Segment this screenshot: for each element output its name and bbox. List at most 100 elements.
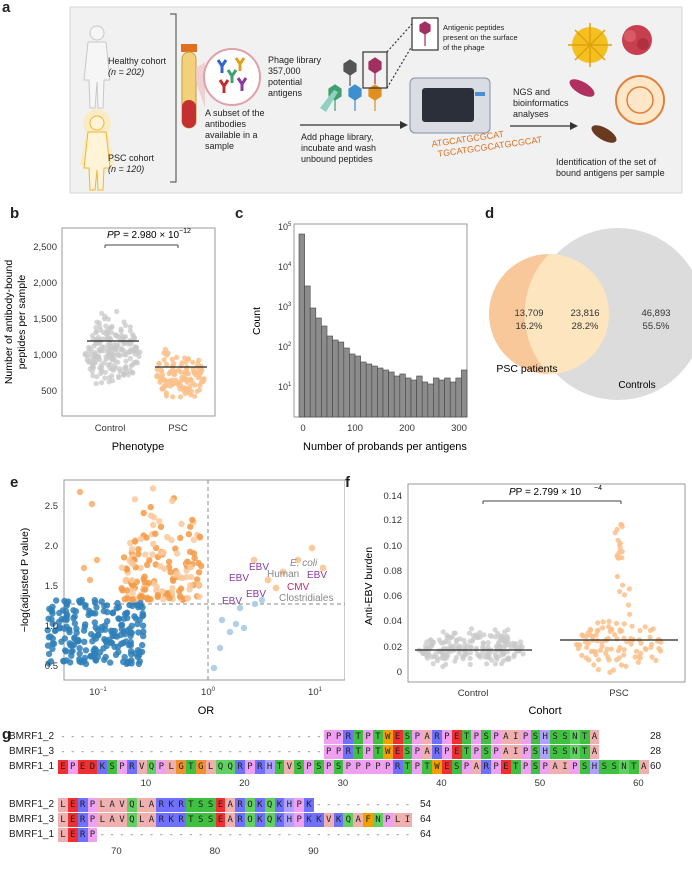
nonsig-right-point xyxy=(236,604,244,612)
residue: - xyxy=(394,800,401,810)
residue: - xyxy=(355,800,361,810)
histogram-bar xyxy=(349,353,356,418)
sig-point xyxy=(129,589,136,597)
f-psc-point xyxy=(591,662,597,668)
f-psc-point xyxy=(637,627,643,634)
b-xtick-control: Control xyxy=(95,423,126,434)
residue: V xyxy=(284,760,295,774)
psc-cohort-label: PSC cohort xyxy=(108,153,155,163)
f-psc-point xyxy=(584,644,590,650)
f-control-point xyxy=(505,635,511,641)
sig-point xyxy=(128,545,136,553)
sig-point xyxy=(141,586,149,593)
histogram-bar xyxy=(433,377,440,418)
f-psc-point xyxy=(594,638,600,644)
nonsig-point xyxy=(114,599,121,607)
nonsig-point xyxy=(126,625,133,633)
sig-point xyxy=(128,576,136,584)
f-control-point xyxy=(479,650,485,656)
f-psc-point xyxy=(649,654,655,660)
nonsig-point xyxy=(82,603,89,611)
antigenic-text-1: Antigenic peptides xyxy=(443,23,505,32)
residue: P xyxy=(382,760,393,774)
control-point xyxy=(109,330,115,336)
residue: R xyxy=(156,798,167,812)
f-control-point xyxy=(497,653,503,659)
residue: H xyxy=(284,798,295,812)
f-psc-point xyxy=(635,654,642,660)
control-point xyxy=(82,352,88,358)
c-xtick: 0 xyxy=(300,423,305,434)
control-point xyxy=(127,328,133,334)
nonsig-point xyxy=(53,597,60,604)
f-control-point xyxy=(500,636,506,642)
f-ytick: 0 xyxy=(397,667,402,678)
residue: - xyxy=(138,732,145,742)
panel-label-d: d xyxy=(485,205,495,222)
psc-point xyxy=(186,386,192,392)
nonsig-point xyxy=(49,645,56,652)
residue: E xyxy=(58,760,68,774)
position-tick: 50 xyxy=(534,778,546,789)
residue: - xyxy=(109,732,115,742)
phage-text-3: potential xyxy=(268,77,302,87)
f-ylabel: Anti-EBV burden xyxy=(363,547,375,625)
psc-point xyxy=(177,394,183,400)
nonsig-point xyxy=(66,629,73,636)
nonsig-point xyxy=(127,638,134,646)
f-psc-point xyxy=(626,586,632,592)
f-control-point xyxy=(428,641,434,647)
nonsig-point xyxy=(81,638,88,645)
nonsig-point xyxy=(122,638,130,645)
f-control-point xyxy=(518,639,524,645)
residue: - xyxy=(158,747,165,757)
residue: T xyxy=(185,813,196,827)
control-point xyxy=(108,325,115,331)
f-psc-point xyxy=(642,624,648,630)
residue: P xyxy=(304,760,314,774)
residue: N xyxy=(569,745,580,759)
residue: Q xyxy=(126,798,137,812)
residue: E xyxy=(441,760,452,774)
residue: E xyxy=(392,730,403,744)
sig-point xyxy=(194,576,201,583)
residue: I xyxy=(510,730,521,744)
phage-library-icons xyxy=(328,17,439,111)
residue: R xyxy=(343,745,354,759)
f-psc-point xyxy=(647,634,653,640)
sig-point xyxy=(157,549,165,557)
residue: - xyxy=(178,732,184,742)
ngs-text-3: analyses xyxy=(513,109,549,119)
residue: - xyxy=(385,800,391,810)
e-ytick: 0.5 xyxy=(45,661,58,672)
nonsig-point xyxy=(91,619,99,626)
residue: - xyxy=(365,800,371,810)
sig-point xyxy=(183,573,190,581)
nonsig-point xyxy=(76,650,83,657)
control-point xyxy=(98,337,104,343)
residue: P xyxy=(67,760,78,774)
e-annot: EBV xyxy=(222,596,242,607)
residue: - xyxy=(276,830,283,840)
residue: V xyxy=(117,813,127,827)
sig-right-point xyxy=(319,564,327,572)
b-ylabel-2: peptides per sample xyxy=(16,275,28,370)
sig-point xyxy=(86,576,94,584)
nonsig-point xyxy=(52,627,59,634)
control-point xyxy=(126,349,132,355)
f-psc-point xyxy=(621,647,627,653)
nonsig-point xyxy=(100,645,107,652)
sig-right-point xyxy=(279,568,287,576)
c-xtick: 100 xyxy=(347,423,363,434)
histogram-bar xyxy=(416,375,423,418)
residue: - xyxy=(394,830,401,840)
residue: R xyxy=(235,798,246,812)
sig-right-point xyxy=(250,556,258,564)
f-control-point xyxy=(456,650,462,656)
microbes-icons xyxy=(568,23,665,143)
alignment-row: BMRF1_3 L E R P L A V Q L A R K R T S S E A R O K Q K H P K K V K Q A F N… xyxy=(0,813,692,827)
residue: E xyxy=(67,828,78,842)
sequence-name: BMRF1_1 xyxy=(8,761,54,772)
residue: - xyxy=(247,747,253,757)
